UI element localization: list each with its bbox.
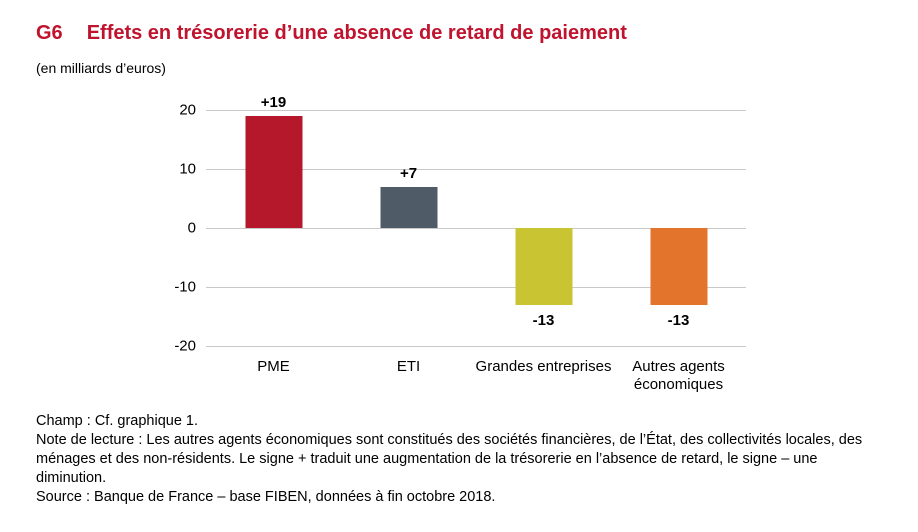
y-tick-label: -10 <box>174 278 196 296</box>
gridline <box>206 346 746 347</box>
y-tick-label: 0 <box>187 219 196 237</box>
footnotes: Champ : Cf. graphique 1. Note de lecture… <box>36 412 888 507</box>
gridline <box>206 169 746 170</box>
bar-grandes-entreprises <box>515 228 572 305</box>
category-label: Autres agents économiques <box>632 358 725 393</box>
gridline <box>206 287 746 288</box>
bar-eti <box>380 186 437 228</box>
category-label: ETI <box>396 358 421 375</box>
gridline <box>206 228 746 229</box>
x-axis: PME ETI Grandes entreprises Autres agents é… <box>206 358 746 398</box>
bar-autres-agents-economiques <box>650 228 707 305</box>
y-tick-label: 10 <box>179 160 196 178</box>
figure-number: G6 <box>36 22 63 44</box>
bar-value-label: -13 <box>667 311 690 329</box>
y-tick-label: 20 <box>179 101 196 119</box>
page-title: Effets en trésorerie d’une absence de re… <box>86 22 627 44</box>
unit-label: (en milliards d’euros) <box>36 60 166 76</box>
bar-value-label: -13 <box>532 311 555 329</box>
bar-value-label: +7 <box>399 164 418 182</box>
note-lecture: Note de lecture : Les autres agents écon… <box>36 432 863 486</box>
chart-header: G6 Effets en trésorerie d’une absence de… <box>36 22 888 45</box>
bar-chart: 20 10 0 -10 -20 +19 +7 -13 -13 PME ETI Grandes en… <box>36 94 888 398</box>
gridline <box>206 110 746 111</box>
bar-value-label: +19 <box>260 93 287 111</box>
note-champ: Champ : Cf. graphique 1. <box>36 413 199 429</box>
category-label: PME <box>257 358 290 375</box>
note-source: Source : Banque de France – base FIBEN, … <box>36 489 496 505</box>
y-axis: 20 10 0 -10 -20 <box>36 102 196 355</box>
bar-pme <box>245 115 302 228</box>
y-tick-label: -20 <box>174 337 196 355</box>
plot-area: +19 +7 -13 -13 <box>206 94 746 347</box>
category-label: Grandes entreprises <box>475 358 612 375</box>
